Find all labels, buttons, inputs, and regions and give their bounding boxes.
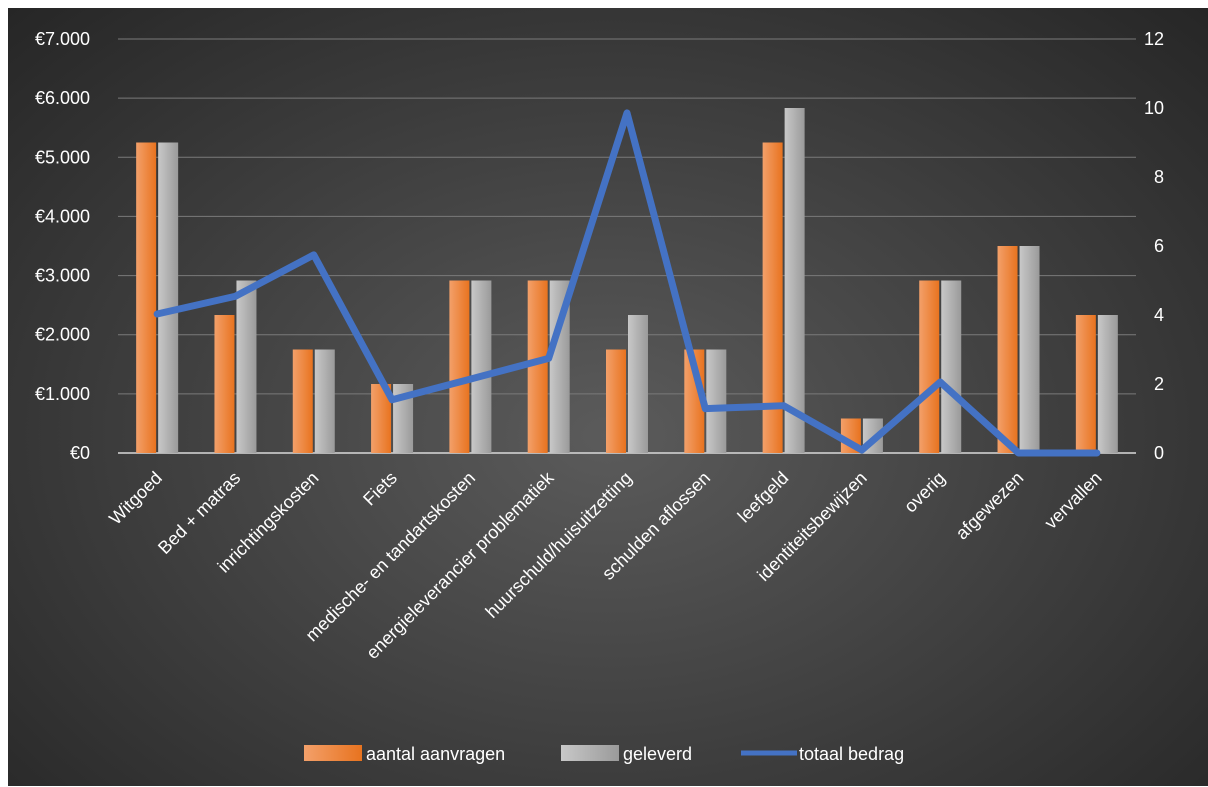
bar-aantal-aanvragen [214, 315, 235, 453]
bar-geleverd [1097, 315, 1118, 453]
line-totaal-bedrag [153, 109, 1101, 457]
bar-geleverd [1019, 246, 1040, 453]
y-right-tick-label: 10 [1144, 98, 1164, 118]
bar-geleverd [784, 108, 805, 453]
y-left-tick-label: €6.000 [35, 88, 90, 108]
y-left-tick-label: €0 [70, 443, 90, 463]
y-axis-left: €7.000 €6.000 €5.000 €4.000 €3.000 €2.000 €1.0… [35, 29, 90, 463]
y-right-tick-label: 4 [1154, 305, 1164, 325]
bar-aantal-aanvragen [606, 349, 626, 453]
y-axis-right: 12 10 8 6 4 2 0 [1144, 29, 1164, 463]
bar-aantal-aanvragen [292, 349, 313, 453]
y-right-tick-label: 12 [1144, 29, 1164, 49]
bar-geleverd [236, 280, 257, 453]
legend-swatch-aantal-aanvragen [304, 745, 362, 761]
category-label: afgewezen [952, 468, 1028, 544]
y-right-tick-label: 2 [1154, 374, 1164, 394]
category-label: huurschuld/huisuitzetting [482, 468, 636, 622]
legend-label: aantal aanvragen [366, 744, 505, 764]
bar-aantal-aanvragen [1075, 315, 1096, 453]
category-label: overig [900, 468, 949, 517]
category-label: vervallen [1041, 468, 1106, 533]
y-right-tick-label: 6 [1154, 236, 1164, 256]
category-label: medische- en tandartskosten [302, 468, 480, 646]
chart-svg: €7.000 €6.000 €5.000 €4.000 €3.000 €2.000 €1.0… [35, 29, 1164, 764]
y-left-tick-label: €7.000 [35, 29, 90, 49]
bar-aantal-aanvragen [762, 142, 783, 453]
bar-geleverd [549, 280, 570, 453]
bar-geleverd [941, 280, 962, 453]
legend-swatch-geleverd [561, 745, 619, 761]
bar-aantal-aanvragen [919, 280, 940, 453]
legend-label: geleverd [623, 744, 692, 764]
gridlines [118, 38, 1136, 454]
y-left-tick-label: €1.000 [35, 384, 90, 404]
bar-aantal-aanvragen [449, 280, 470, 453]
bar-geleverd [471, 280, 492, 453]
y-right-tick-label: 0 [1154, 443, 1164, 463]
bars [136, 108, 1118, 453]
legend-label: totaal bedrag [799, 744, 904, 764]
y-left-tick-label: €4.000 [35, 206, 90, 226]
y-left-tick-label: €2.000 [35, 325, 90, 345]
bar-aantal-aanvragen [997, 246, 1018, 453]
category-label: Fiets [359, 468, 401, 510]
category-label: Witgoed [105, 468, 166, 529]
y-right-tick-label: 8 [1154, 167, 1164, 187]
bar-geleverd [158, 142, 179, 453]
legend: aantal aanvragen geleverd totaal bedrag [304, 744, 904, 764]
bar-aantal-aanvragen [371, 384, 392, 453]
bar-aantal-aanvragen [136, 142, 157, 453]
bar-geleverd [706, 349, 727, 453]
line-series [153, 109, 1101, 457]
bar-aantal-aanvragen [527, 280, 548, 453]
y-left-tick-label: €3.000 [35, 266, 90, 286]
bar-geleverd [314, 349, 335, 453]
category-label: leefgeld [734, 468, 793, 527]
bar-geleverd [628, 315, 648, 453]
chart-area: €7.000 €6.000 €5.000 €4.000 €3.000 €2.000 €1.0… [8, 8, 1208, 786]
y-left-tick-label: €5.000 [35, 147, 90, 167]
